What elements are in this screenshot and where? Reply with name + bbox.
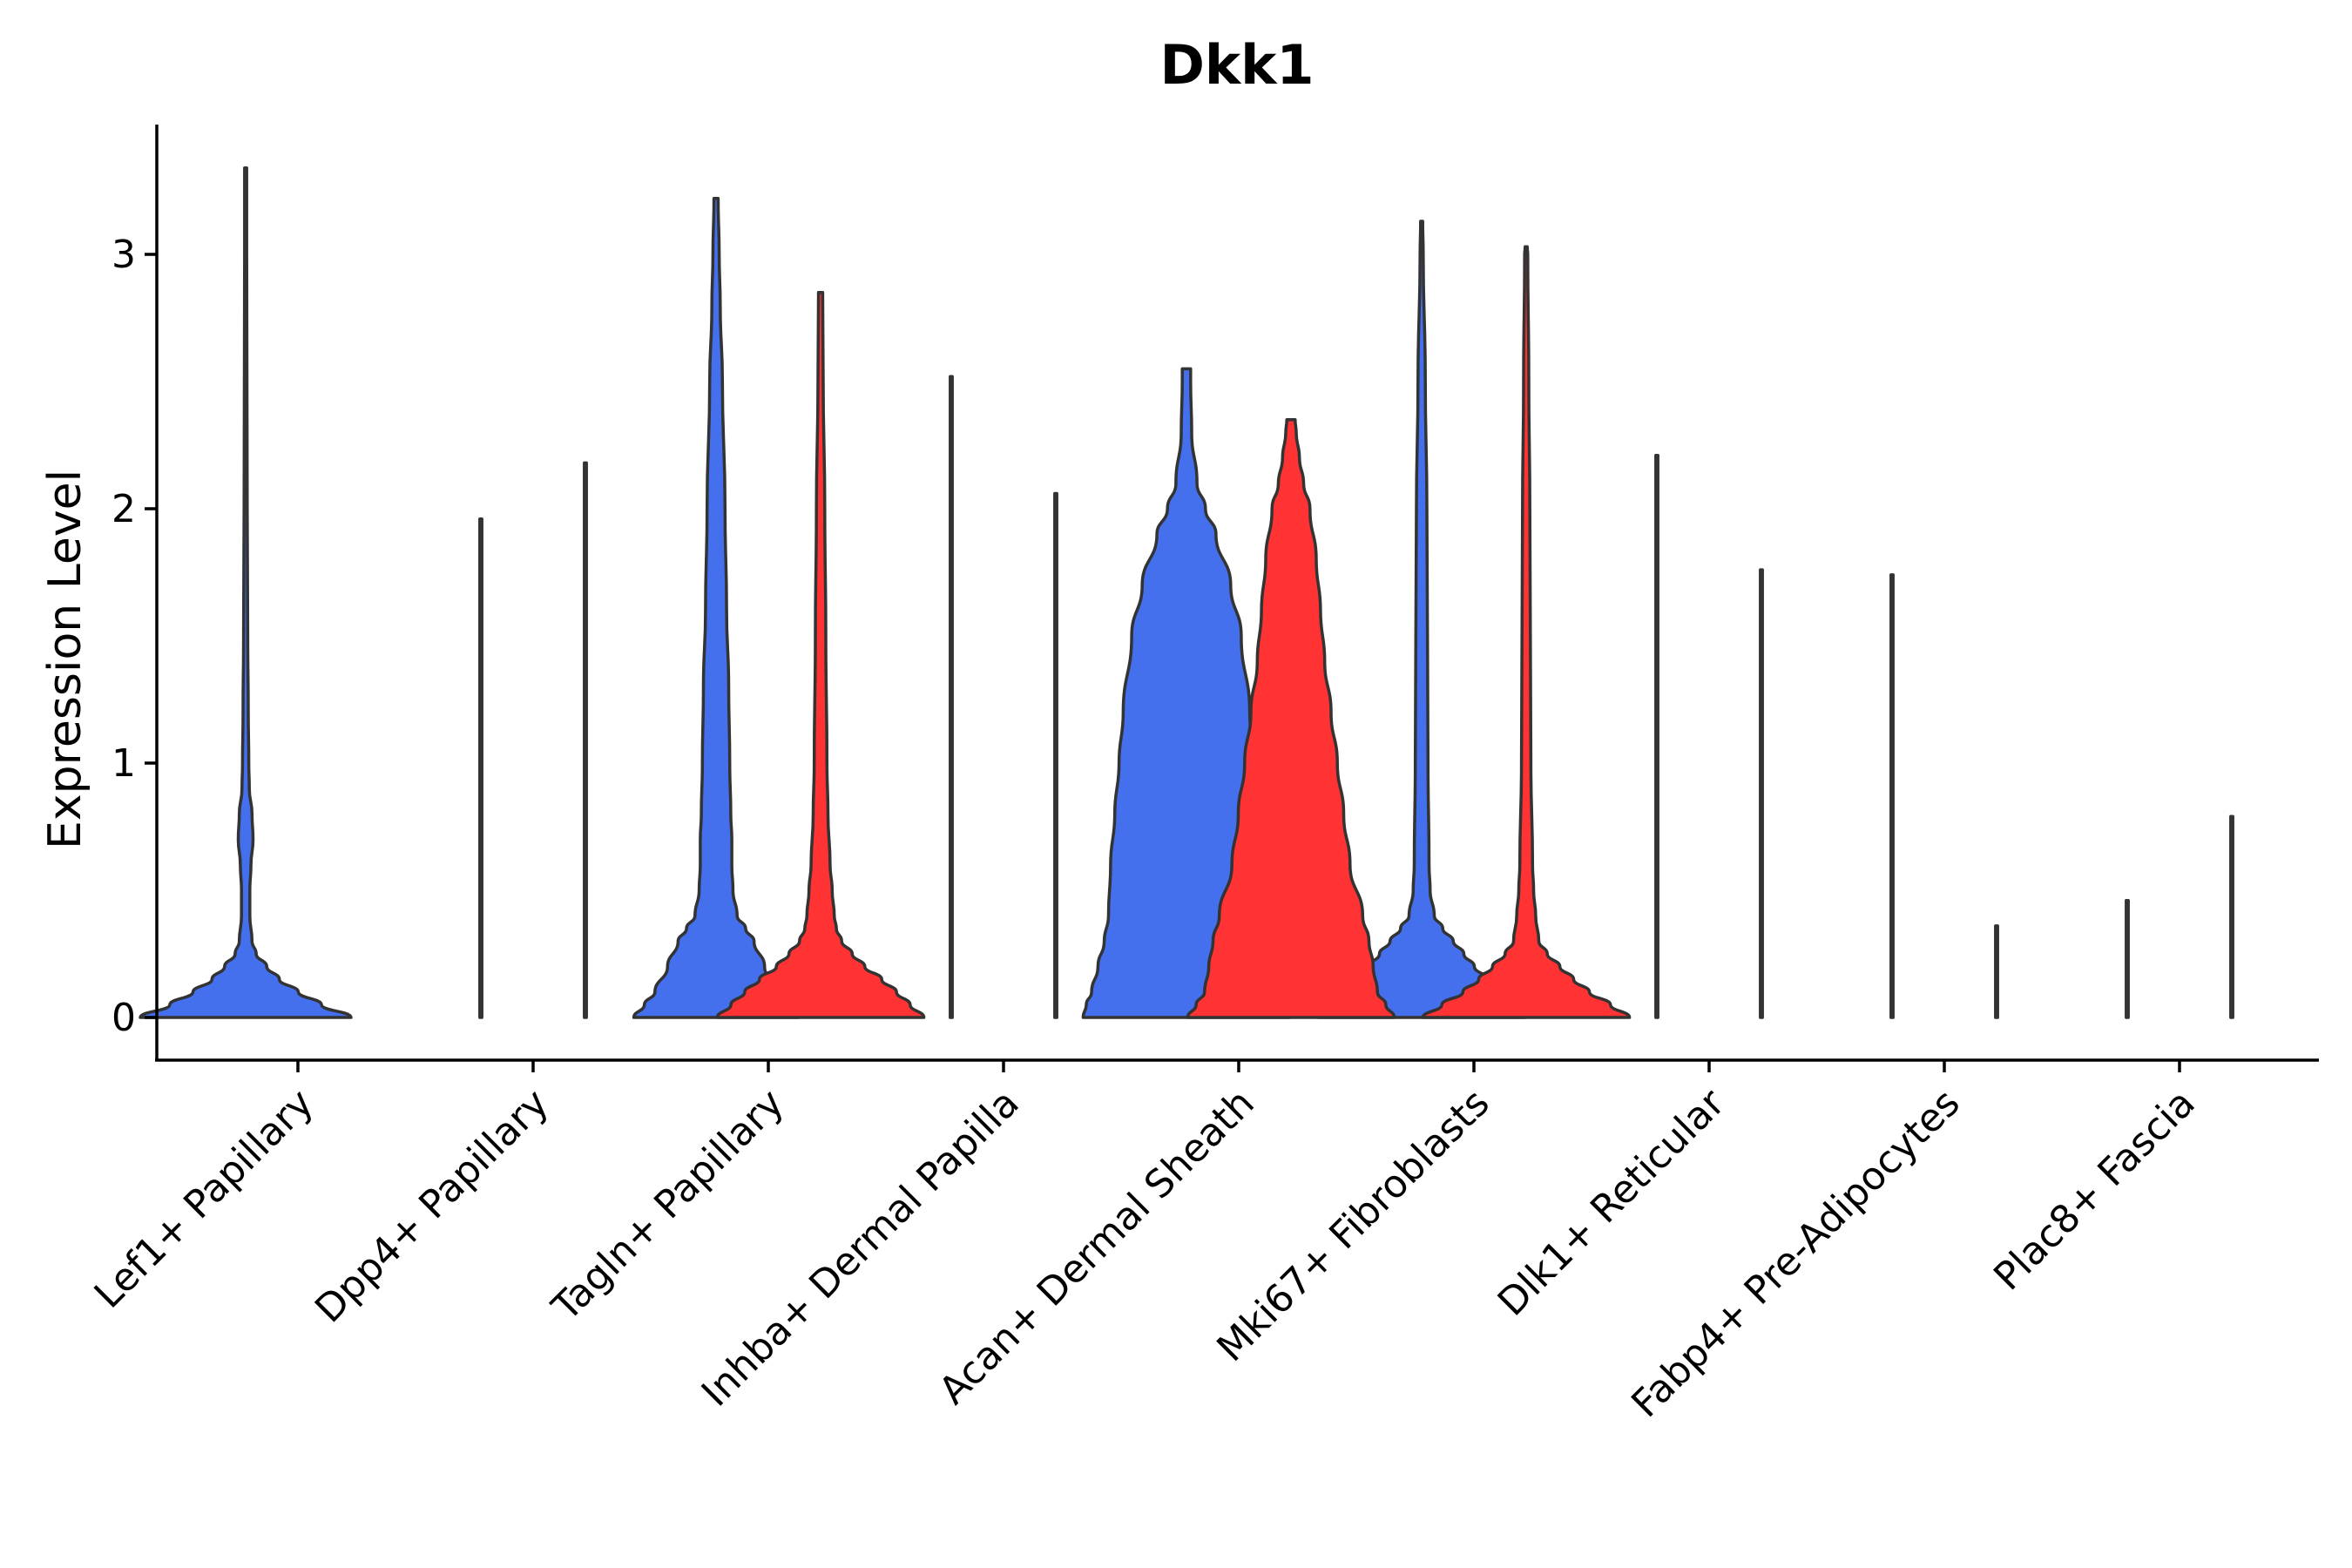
chart-title: Dkk1	[1159, 33, 1314, 97]
violin-group_b-6	[1759, 568, 1764, 1019]
violin-group_b-8	[2229, 814, 2234, 1019]
y-tick-label: 1	[112, 741, 136, 786]
x-tick-label: Lef1+ Papillary	[86, 1081, 322, 1317]
y-tick-label: 3	[112, 233, 136, 277]
violin-group_a-3	[949, 375, 954, 1019]
violin-group_a-0	[139, 166, 353, 1019]
violin-group_b-5	[1421, 245, 1632, 1019]
violins-layer	[139, 166, 2234, 1019]
x-tick-label: Dlk1+ Reticular	[1490, 1080, 1734, 1325]
y-tick-label: 2	[112, 487, 136, 531]
violin-group_a-5	[1316, 220, 1527, 1019]
violin-group_a-7	[1889, 573, 1895, 1019]
violin-group_b-4	[1186, 418, 1396, 1019]
violin-group_b-2	[715, 291, 926, 1019]
x-tick-label: Mki67+ Fibroblasts	[1208, 1081, 1497, 1370]
x-tick-label: Tagln+ Papillary	[544, 1081, 793, 1330]
violin-group_b-7	[1994, 924, 1999, 1019]
violin-group_a-1	[478, 517, 483, 1019]
y-axis-label: Expression Level	[39, 470, 91, 849]
y-tick-label: 0	[112, 996, 136, 1040]
x-tick-label: Dpp4+ Papillary	[307, 1081, 558, 1332]
y-ticks-layer: 0 1 2 3	[112, 233, 157, 1040]
violin-group_a-8	[2125, 898, 2130, 1019]
violin-group_b-1	[583, 461, 588, 1019]
x-tick-label: Plac8+ Fascia	[1985, 1081, 2204, 1300]
violin-group_b-3	[1053, 491, 1058, 1019]
violin-group_a-6	[1654, 453, 1659, 1019]
violin-group_a-2	[632, 197, 801, 1019]
